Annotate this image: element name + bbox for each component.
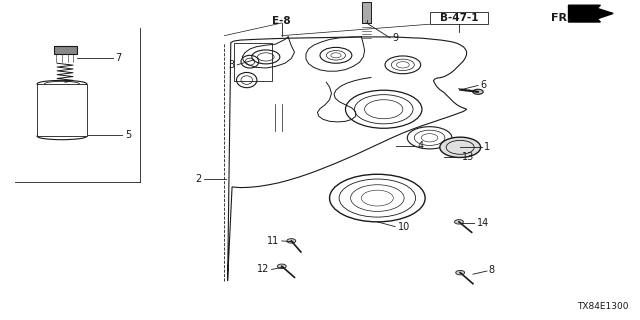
Text: 1: 1 — [484, 142, 490, 152]
Text: E-8: E-8 — [273, 16, 291, 26]
Bar — [429, 12, 488, 24]
Text: 14: 14 — [477, 219, 489, 228]
Circle shape — [287, 239, 296, 243]
Text: 12: 12 — [257, 264, 269, 275]
Text: 4: 4 — [417, 141, 424, 151]
Bar — [54, 46, 77, 54]
Bar — [362, 2, 371, 23]
Text: 8: 8 — [489, 265, 495, 276]
Circle shape — [454, 220, 463, 224]
Circle shape — [277, 264, 286, 268]
Bar — [234, 43, 272, 81]
Text: 13: 13 — [461, 152, 474, 162]
Text: 9: 9 — [393, 33, 399, 43]
Text: 3: 3 — [228, 60, 235, 70]
Text: 11: 11 — [267, 236, 279, 246]
Text: 5: 5 — [125, 130, 131, 140]
Text: 10: 10 — [397, 222, 410, 232]
Text: FR.: FR. — [550, 13, 571, 23]
Text: B-47-1: B-47-1 — [440, 13, 478, 23]
Text: TX84E1300: TX84E1300 — [577, 302, 629, 311]
Text: 6: 6 — [481, 79, 486, 90]
Polygon shape — [568, 5, 613, 22]
Circle shape — [456, 270, 465, 275]
Text: 2: 2 — [195, 174, 202, 184]
Bar — [37, 84, 87, 136]
Text: 7: 7 — [115, 53, 121, 63]
Circle shape — [473, 89, 483, 94]
Circle shape — [440, 137, 481, 157]
Ellipse shape — [37, 133, 87, 140]
